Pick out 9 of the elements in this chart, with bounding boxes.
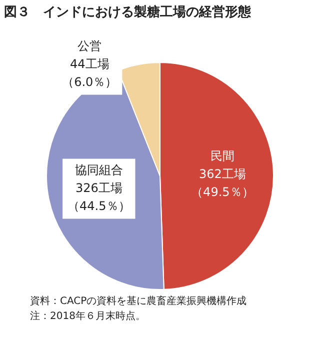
slice-label: 協同組合: [74, 162, 123, 177]
data-label: 44工場（6.0％）: [62, 56, 118, 89]
slice-label: 公営: [78, 38, 102, 53]
text: 注：2018年６月末時点。: [30, 310, 146, 324]
text: 資料：CACPの資料を基に農畜産業振興機構作成: [30, 294, 248, 309]
chart-title: 図３ インドにおける製糖工場の経営形態: [3, 4, 252, 22]
data-label: 362工場（49.5％）: [191, 167, 254, 200]
data-label: 326工場（44.5％）: [68, 180, 130, 213]
slice-label: 民間: [210, 149, 234, 164]
